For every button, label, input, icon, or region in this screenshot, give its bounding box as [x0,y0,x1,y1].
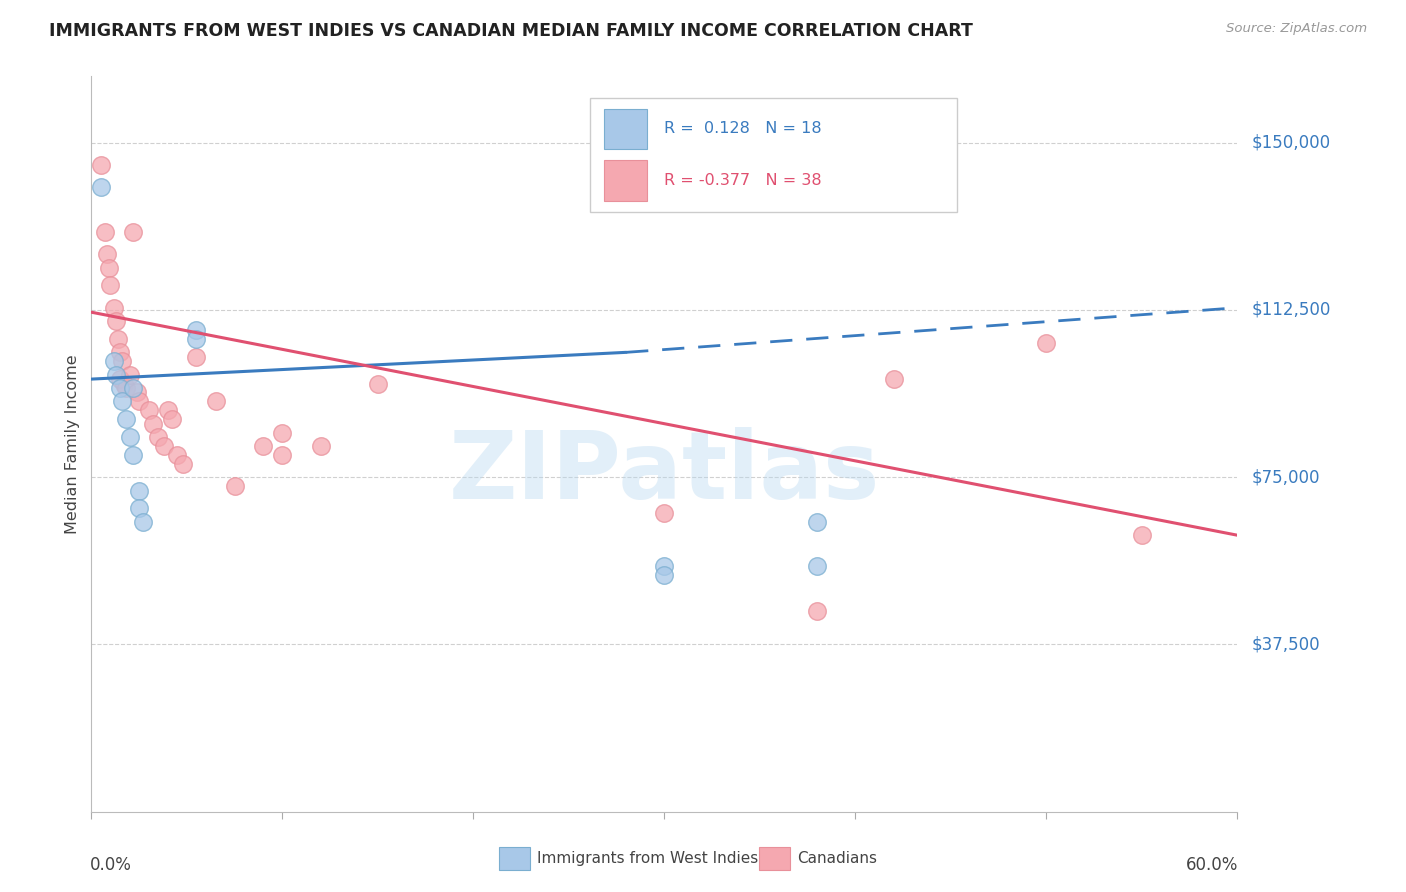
Text: $37,500: $37,500 [1251,635,1320,654]
Point [128,501,150,516]
Y-axis label: Median Family Income: Median Family Income [65,354,80,533]
FancyBboxPatch shape [591,98,956,212]
Point [1130,528,1153,542]
Point [166,448,188,462]
Point [122,381,145,395]
Text: $112,500: $112,500 [1251,301,1330,319]
Point [186,332,208,346]
Point [806,559,828,574]
Point [806,604,828,618]
Text: $75,000: $75,000 [1251,468,1320,486]
Point [141,417,163,431]
Point [367,376,389,391]
Bar [603,160,647,201]
Point [652,506,675,520]
Point [204,394,226,409]
Point [271,448,294,462]
Text: $150,000: $150,000 [1251,134,1330,152]
Point [160,412,183,426]
Point [103,301,125,315]
Text: Source: ZipAtlas.com: Source: ZipAtlas.com [1226,22,1367,36]
Point [111,354,134,368]
Point [97,260,120,275]
Point [94,225,117,239]
Point [108,345,131,359]
Point [882,372,904,386]
Point [128,483,150,498]
Text: R =  0.128   N = 18: R = 0.128 N = 18 [664,121,823,136]
Text: Immigrants from West Indies: Immigrants from West Indies [537,851,758,865]
Point [114,412,136,426]
Point [108,381,131,395]
Point [105,368,128,382]
Point [90,158,112,172]
Bar [603,109,647,149]
Point [127,385,149,400]
Point [118,430,141,444]
Point [96,247,118,261]
Point [118,368,141,382]
Point [128,394,150,409]
Point [172,457,194,471]
Point [103,354,125,368]
Point [100,278,122,293]
Point [186,323,208,337]
Point [111,394,134,409]
Point [90,180,112,194]
Point [122,448,145,462]
Point [108,372,131,386]
Point [156,403,179,417]
Point [112,376,135,391]
Point [224,479,246,493]
Point [309,439,332,453]
Point [107,332,129,346]
Point [652,559,675,574]
Text: R = -0.377   N = 38: R = -0.377 N = 38 [664,173,823,188]
Point [252,439,274,453]
Point [105,314,128,328]
Text: IMMIGRANTS FROM WEST INDIES VS CANADIAN MEDIAN FAMILY INCOME CORRELATION CHART: IMMIGRANTS FROM WEST INDIES VS CANADIAN … [49,22,973,40]
Point [148,430,170,444]
Point [652,568,675,582]
Point [806,515,828,529]
Text: ZIPatlas: ZIPatlas [449,427,880,519]
Point [122,225,145,239]
Point [271,425,294,440]
Point [114,381,136,395]
Text: 60.0%: 60.0% [1187,856,1239,874]
Point [1035,336,1057,351]
Point [138,403,160,417]
Text: 0.0%: 0.0% [90,856,132,874]
Text: Canadians: Canadians [797,851,877,865]
Point [186,350,208,364]
Point [153,439,176,453]
Point [132,515,155,529]
